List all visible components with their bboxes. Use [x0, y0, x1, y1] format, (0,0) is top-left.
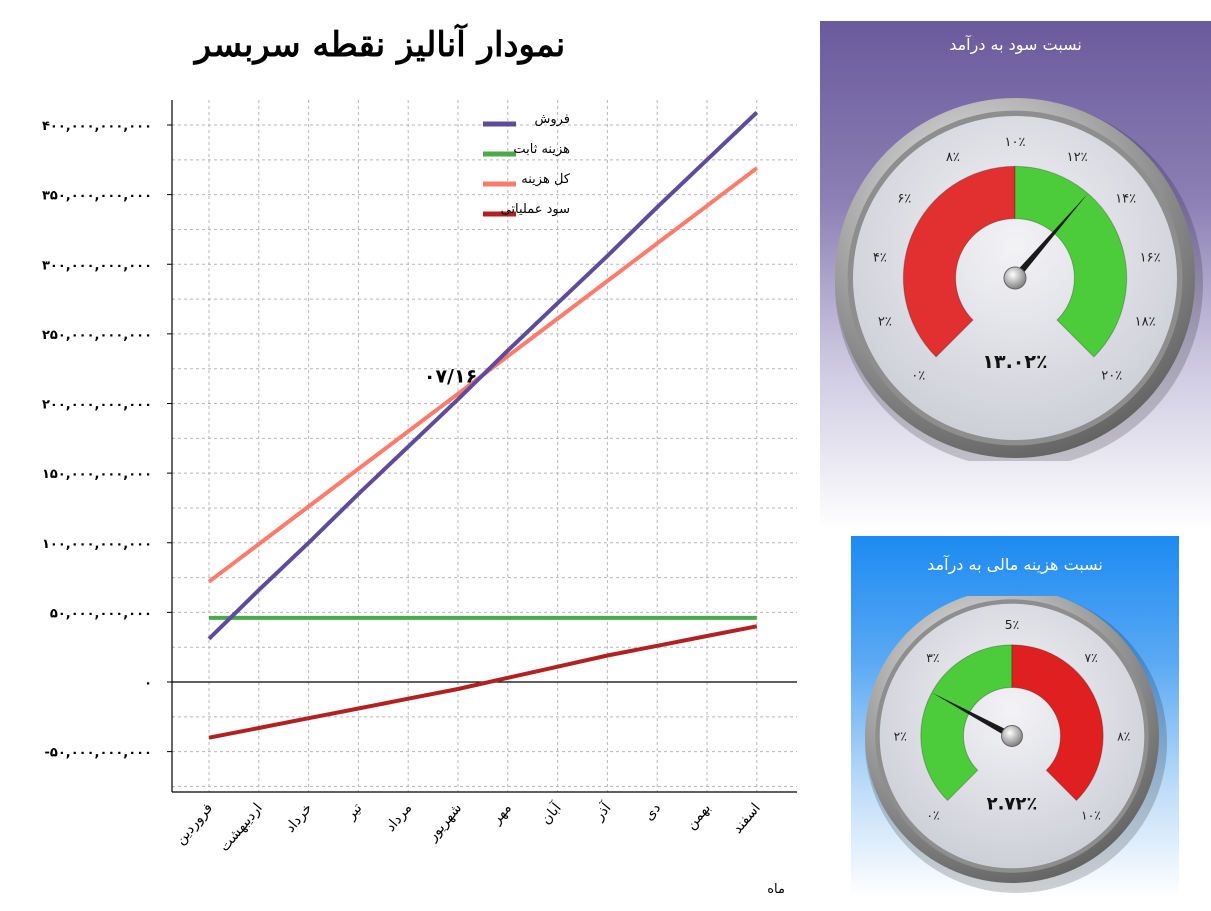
gauge-tick-label: ۷٪	[1084, 651, 1097, 665]
x-tick-label: مرداد	[383, 800, 416, 834]
legend-label: سود عملیاتی	[501, 202, 570, 217]
gauge-tick-label: ۳٪	[926, 651, 939, 665]
legend-label: فروش	[534, 112, 570, 127]
x-axis-label: ماه	[767, 882, 785, 897]
gauge-band-low	[902, 165, 1016, 358]
gauge-needle	[931, 692, 1014, 739]
series-line	[207, 111, 759, 641]
gauge-band-high	[1014, 165, 1128, 358]
x-tick-label: بهمن	[683, 800, 714, 833]
gauge-tick-label: ۸٪	[946, 150, 960, 165]
gauge-tick-label: ۰٪	[926, 809, 939, 823]
series-line	[208, 624, 758, 740]
x-tick-label: شهریور	[424, 800, 465, 845]
finance-cost-ratio-gauge: ۰٪ ۲٪ ۳٪ 5٪ ۷٪ ۸٪ ۱۰٪ ۲.۷۲٪	[865, 596, 1167, 893]
gauge-tick-label: ۱۸٪	[1135, 314, 1156, 329]
y-tick-label: ۲۵۰,۰۰۰,۰۰۰,۰۰۰	[42, 328, 152, 343]
gauge-needle	[1012, 193, 1088, 281]
gauge-tick-label: ۱۰٪	[1081, 809, 1101, 823]
x-tick-label: خرداد	[282, 800, 315, 835]
gauge-tick-label: ۲۰٪	[1101, 369, 1122, 384]
x-tick-label: مهر	[488, 800, 515, 828]
gauge-hub	[1003, 266, 1027, 290]
chart-series	[207, 111, 759, 740]
chart-title: نمودار آنالیز نقطه سربسر	[193, 23, 565, 65]
chart-grid	[172, 100, 797, 792]
gauge-tick-label: ۰٪	[911, 369, 925, 384]
gauge-title: نسبت هزینه مالی به درآمد	[927, 555, 1103, 574]
profit-ratio-gauge-panel: نسبت سود به درآمد ۰٪ ۲٪ ۴٪ ۶٪ ۸٪ ۱۰٪ ۱۲٪ ۱۴٪ ۱۶٪…	[820, 21, 1211, 530]
legend-label: کل هزینه	[521, 172, 571, 187]
y-tick-label: ۰	[144, 676, 152, 691]
gauge-tick-label: ۲٪	[878, 314, 892, 329]
breakeven-chart: نمودار آنالیز نقطه سربسر ۴۰۰,۰۰۰,۰۰۰,۰۰۰…	[42, 23, 797, 897]
gauge-tick-label: ۴٪	[873, 251, 887, 266]
chart-legend: فروش هزینه ثابت کل هزینه سود عملیاتی	[483, 112, 571, 217]
x-tick-label: آذر	[590, 799, 615, 824]
gauge-value: ۲.۷۲٪	[987, 794, 1038, 815]
y-tick-label: ۱۰۰,۰۰۰,۰۰۰,۰۰۰	[42, 537, 152, 552]
y-tick-label: -۵۰,۰۰۰,۰۰۰,۰۰۰	[45, 746, 153, 761]
profit-ratio-gauge: ۰٪ ۲٪ ۴٪ ۶٪ ۸٪ ۱۰٪ ۱۲٪ ۱۴٪ ۱۶٪ ۱۸٪ ۲۰٪ ۱۳.۰۲٪	[835, 98, 1203, 461]
gauge-value: ۱۳.۰۲٪	[982, 351, 1047, 373]
x-tick-label: تیر	[342, 800, 365, 823]
y-tick-label: ۲۰۰,۰۰۰,۰۰۰,۰۰۰	[42, 398, 152, 413]
chart-annotations: ۰۷/۱۶	[424, 366, 477, 388]
gauge-tick-label: ۸٪	[1117, 730, 1130, 744]
x-tick-label: اردیبهشت	[217, 800, 266, 854]
gauge-tick-label: ۱۲٪	[1067, 150, 1088, 165]
x-tick-label: فروردین	[172, 800, 216, 848]
gauge-tick-label: ۱۶٪	[1140, 251, 1161, 266]
x-tick-label: دی	[641, 800, 664, 823]
gauge-tick-label: ۱۴٪	[1115, 192, 1136, 207]
breakeven-annotation: ۰۷/۱۶	[424, 366, 477, 388]
y-tick-label: ۱۵۰,۰۰۰,۰۰۰,۰۰۰	[42, 467, 152, 482]
y-tick-label: ۴۰۰,۰۰۰,۰۰۰,۰۰۰	[42, 119, 152, 134]
gauge-title: نسبت سود به درآمد	[949, 35, 1082, 54]
gauge-hub	[1001, 725, 1023, 747]
gauge-band-high	[1011, 644, 1104, 802]
finance-cost-ratio-gauge-panel: نسبت هزینه مالی به درآمد ۰٪ ۲٪ ۳٪ 5٪ ۷٪ ۸٪ ۱۰٪…	[851, 536, 1179, 897]
x-tick-label: اسفند	[730, 800, 764, 837]
gauge-tick-label: ۲٪	[894, 730, 907, 744]
chart-axes: ۴۰۰,۰۰۰,۰۰۰,۰۰۰ ۳۵۰,۰۰۰,۰۰۰,۰۰۰ ۳۰۰,۰۰۰,۰۰…	[42, 100, 797, 855]
gauge-tick-label: ۱۰٪	[1005, 135, 1026, 150]
y-tick-label: ۳۰۰,۰۰۰,۰۰۰,۰۰۰	[42, 258, 152, 273]
gauge-tick-label: 5٪	[1005, 618, 1019, 632]
y-tick-label: ۳۵۰,۰۰۰,۰۰۰,۰۰۰	[42, 189, 152, 204]
legend-label: هزینه ثابت	[513, 142, 570, 157]
gauge-band-low	[920, 644, 1013, 802]
x-tick-label: آبان	[537, 799, 565, 828]
gauge-tick-label: ۶٪	[897, 192, 911, 207]
y-tick-label: ۵۰,۰۰۰,۰۰۰,۰۰۰	[50, 606, 152, 621]
